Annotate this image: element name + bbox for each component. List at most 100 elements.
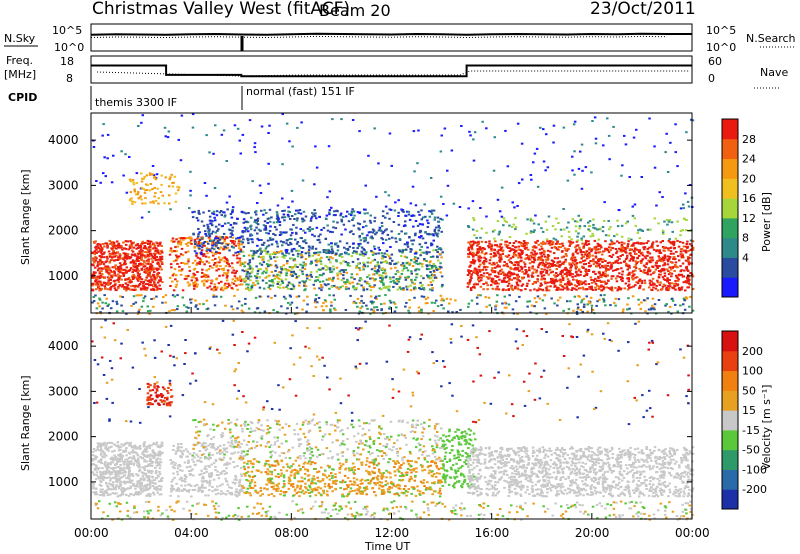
data-cell: [121, 472, 124, 475]
data-cell: [138, 196, 142, 199]
data-cell: [468, 251, 472, 254]
data-cell: [99, 276, 102, 279]
data-cell: [331, 257, 334, 260]
data-cell: [409, 284, 412, 287]
data-cell: [651, 297, 655, 300]
data-cell: [389, 280, 393, 283]
data-cell: [603, 294, 606, 297]
data-cell: [280, 278, 283, 281]
data-cell: [136, 279, 140, 282]
data-cell: [294, 238, 297, 241]
data-cell: [132, 273, 135, 276]
data-cell: [110, 307, 113, 310]
data-cell: [134, 288, 137, 291]
data-cell: [581, 242, 584, 245]
data-cell: [320, 256, 323, 259]
data-cell: [540, 278, 543, 281]
data-cell: [602, 299, 606, 302]
data-cell: [440, 230, 443, 233]
data-cell: [263, 228, 266, 231]
data-cell: [598, 279, 601, 282]
data-cell: [136, 259, 139, 262]
data-cell: [373, 279, 376, 282]
data-cell: [498, 278, 501, 281]
data-cell: [488, 276, 491, 279]
data-cell: [167, 185, 171, 188]
data-cell: [135, 172, 139, 175]
data-cell: [594, 255, 598, 258]
data-cell: [471, 248, 474, 251]
data-cell: [149, 248, 152, 251]
data-cell: [468, 130, 471, 133]
data-cell: [581, 310, 584, 313]
data-cell: [169, 208, 172, 211]
data-cell: [91, 276, 94, 279]
data-cell: [620, 174, 623, 177]
data-cell: [242, 218, 246, 221]
data-cell: [387, 194, 391, 197]
data-cell: [498, 265, 501, 268]
data-cell: [573, 120, 577, 123]
data-cell: [644, 310, 647, 313]
data-cell: [565, 254, 568, 257]
data-cell: [576, 244, 580, 247]
data-cell: [153, 271, 156, 273]
data-cell: [174, 192, 178, 195]
data-cell: [231, 278, 235, 281]
data-cell: [248, 272, 251, 275]
data-cell: [172, 260, 176, 263]
data-cell: [663, 249, 666, 252]
data-cell: [632, 250, 636, 253]
data-cell: [141, 242, 144, 245]
data-cell: [111, 476, 115, 479]
data-cell: [623, 134, 626, 137]
data-cell: [363, 265, 366, 268]
data-cell: [159, 278, 163, 281]
data-cell: [667, 258, 671, 261]
data-cell: [420, 285, 423, 288]
data-cell: [115, 302, 119, 305]
data-cell: [434, 232, 437, 235]
data-cell: [405, 262, 408, 264]
data-cell: [599, 259, 602, 262]
data-cell: [515, 273, 519, 276]
data-cell: [398, 238, 402, 240]
data-cell: [584, 263, 587, 265]
data-cell: [242, 278, 245, 281]
data-cell: [146, 248, 149, 251]
data-cell: [129, 244, 133, 247]
data-cell: [438, 252, 442, 255]
data-cell: [632, 273, 636, 276]
data-cell: [143, 254, 146, 257]
data-cell: [136, 268, 139, 270]
data-cell: [535, 301, 538, 304]
data-cell: [108, 266, 111, 269]
data-cell: [291, 283, 295, 286]
data-cell: [192, 272, 195, 275]
data-cell: [383, 229, 387, 232]
data-cell: [430, 243, 434, 246]
data-cell: [494, 266, 497, 269]
data-cell: [499, 254, 502, 257]
data-cell: [543, 265, 547, 268]
data-cell: [600, 284, 603, 287]
power-ytick-label: 4000: [48, 133, 79, 147]
data-cell: [643, 282, 647, 285]
data-cell: [339, 286, 342, 289]
data-cell: [619, 261, 623, 264]
data-cell: [544, 220, 548, 223]
data-cell: [362, 226, 365, 229]
data-cell: [656, 289, 660, 292]
data-cell: [575, 312, 579, 315]
data-cell: [249, 288, 253, 291]
data-cell: [490, 249, 493, 252]
data-cell: [366, 234, 369, 237]
data-cell: [280, 266, 283, 269]
data-cell: [98, 255, 102, 257]
data-cell: [215, 278, 218, 281]
data-cell: [118, 262, 122, 265]
data-cell: [93, 276, 97, 279]
data-cell: [604, 267, 608, 270]
data-cell: [134, 269, 137, 272]
data-cell: [355, 287, 358, 290]
